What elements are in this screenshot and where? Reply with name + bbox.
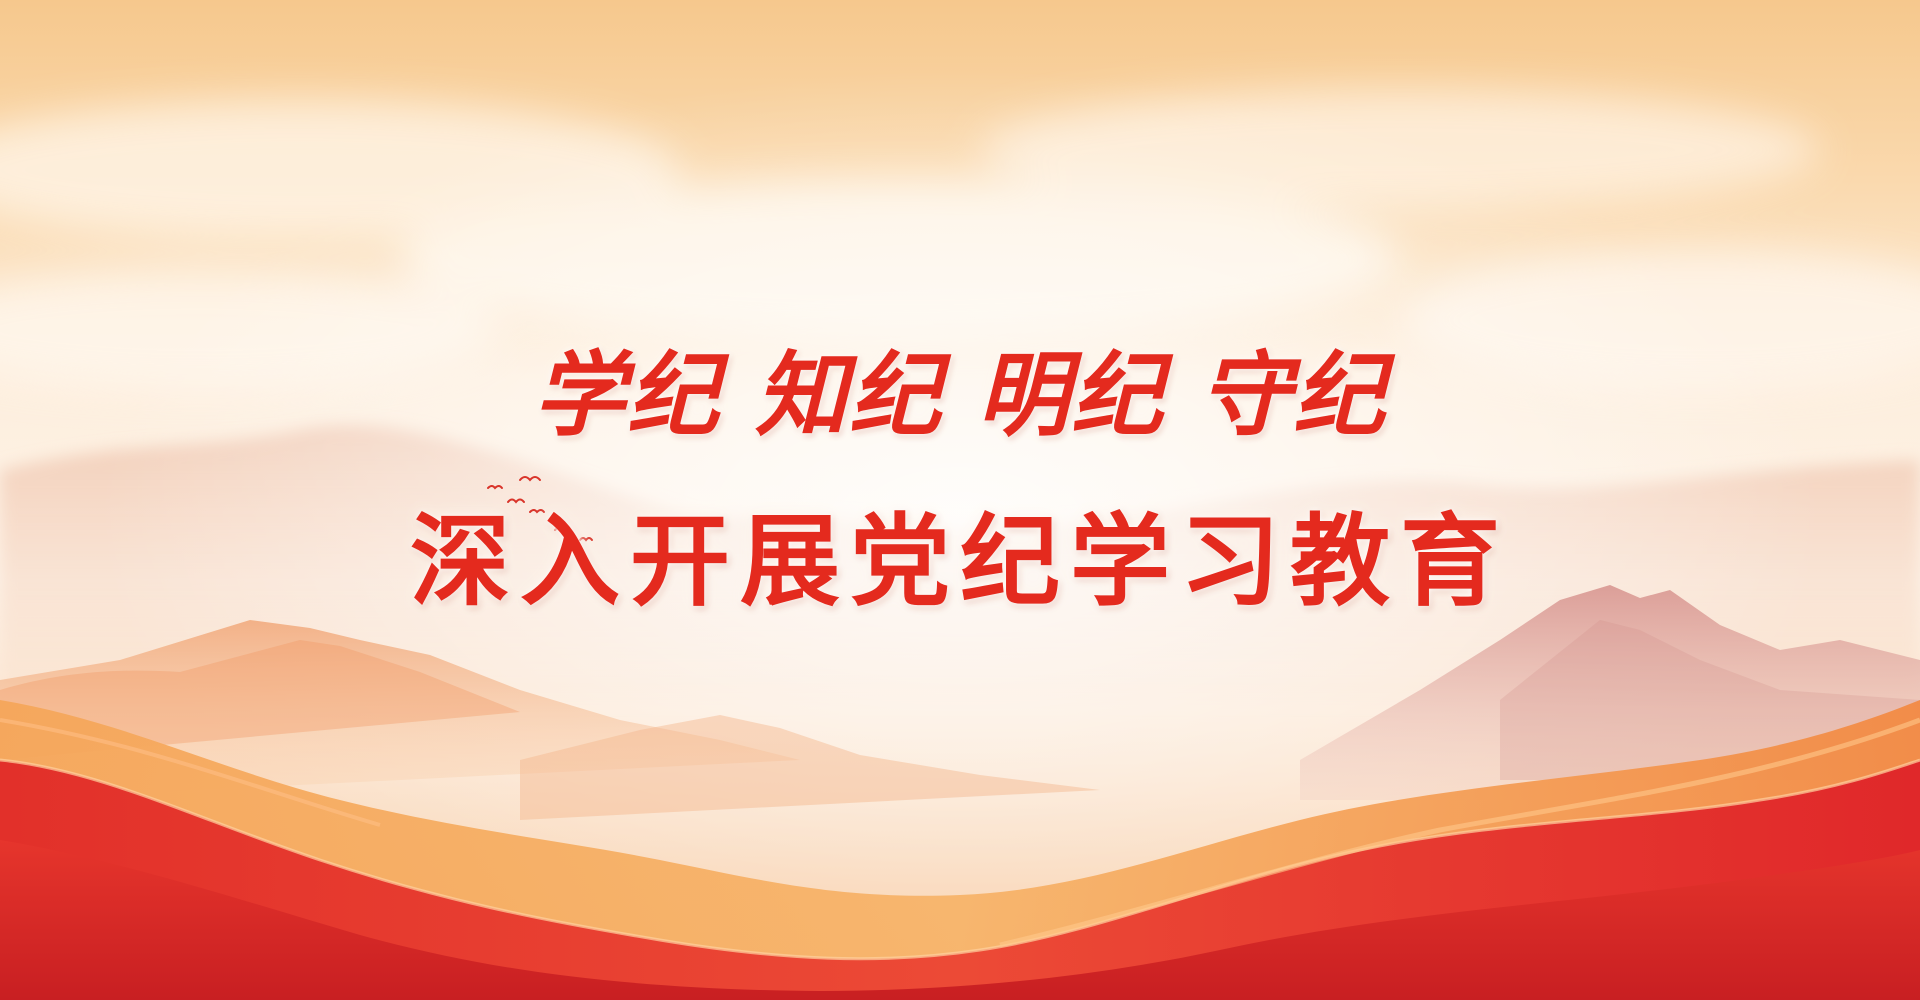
flying-birds-icon [487, 476, 593, 542]
subtitle-title: 深入开展党纪学习教育 [410, 502, 1510, 620]
slogan-title: 学纪 知纪 明纪 守纪 [532, 341, 1388, 449]
